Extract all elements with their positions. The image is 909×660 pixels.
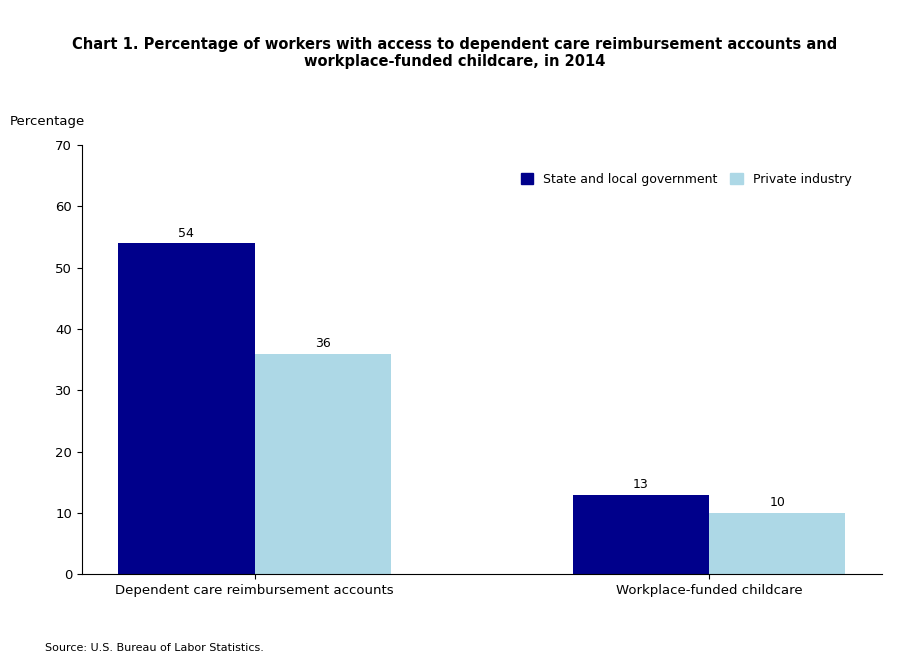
Text: 54: 54 [178, 226, 195, 240]
Bar [573, 494, 709, 574]
Text: Source: U.S. Bureau of Labor Statistics.: Source: U.S. Bureau of Labor Statistics. [45, 644, 265, 653]
Text: 36: 36 [315, 337, 331, 350]
Bar [709, 513, 845, 574]
Bar [255, 354, 391, 574]
Text: 10: 10 [769, 496, 785, 510]
Bar [118, 244, 255, 574]
Legend: State and local government, Private industry: State and local government, Private indu… [521, 173, 852, 186]
Text: Chart 1. Percentage of workers with access to dependent care reimbursement accou: Chart 1. Percentage of workers with acce… [72, 37, 837, 69]
Text: Percentage: Percentage [10, 115, 85, 128]
Text: 13: 13 [633, 478, 649, 491]
